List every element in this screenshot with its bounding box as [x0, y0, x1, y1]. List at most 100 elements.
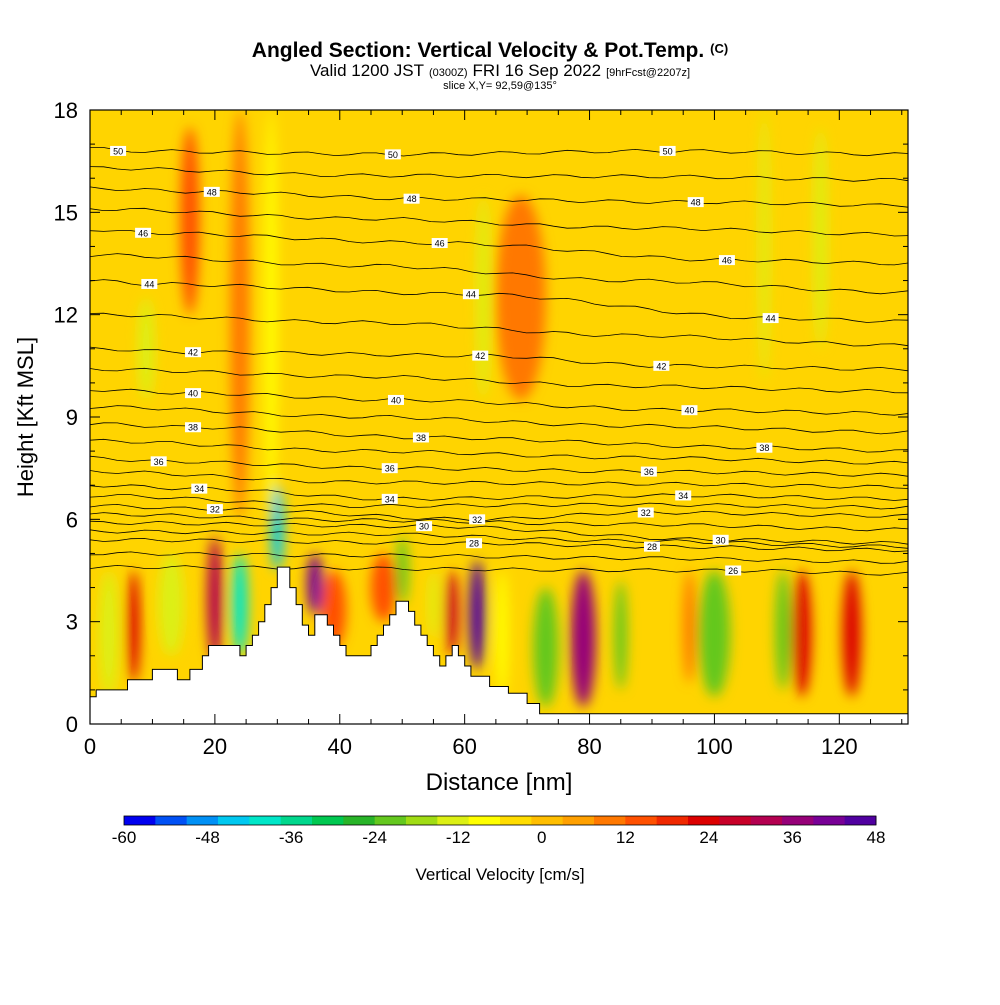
theta-label-bg — [681, 405, 698, 416]
theta-label-text: 32 — [210, 505, 220, 515]
theta-label-10: 44 — [462, 289, 479, 300]
theta-label-text: 42 — [656, 361, 666, 371]
velocity-column-10 — [306, 553, 323, 615]
theta-label-bg — [462, 289, 479, 300]
theta-contour-27 — [90, 551, 908, 564]
theta-label-bg — [466, 538, 483, 549]
colorbar-swatch-21 — [782, 816, 814, 825]
theta-label-24: 34 — [191, 483, 208, 494]
theta-label-14: 42 — [653, 360, 670, 371]
theta-label-32: 28 — [466, 538, 483, 549]
theta-label-text: 48 — [207, 187, 217, 197]
theta-label-bg — [206, 504, 223, 515]
y-axis-label: Height [Kft MSL] — [13, 337, 38, 497]
chart-subtitle: Valid 1200 JST (0300Z) FRI 16 Sep 2022 [9hr… — [310, 61, 690, 80]
velocity-field: 50 50 50 48 48 48 46 46 46 44 44 44 42 42 42 40 40 40 38 38… — [90, 110, 908, 724]
chart-title-mark: (C) — [710, 41, 728, 56]
theta-label-bg — [659, 145, 676, 156]
theta-label-16: 40 — [387, 394, 404, 405]
theta-contour-33 — [90, 494, 908, 510]
theta-contour-37 — [90, 438, 908, 465]
theta-label-27: 32 — [206, 504, 223, 515]
colorbar-tick-label: -12 — [446, 828, 471, 847]
velocity-columns — [99, 110, 862, 707]
theta-contour-26 — [90, 564, 908, 576]
theta-contour-36 — [90, 455, 908, 477]
colorbar-swatch-8 — [374, 816, 407, 825]
colorbar: -60 -48 -36 -24 -12 0 12 24 36 48 — [112, 815, 886, 847]
theta-label-text: 42 — [188, 348, 198, 358]
theta-label-23: 36 — [640, 466, 657, 477]
colorbar-swatch-4 — [249, 816, 282, 825]
theta-label-bg — [725, 565, 742, 576]
theta-label-text: 40 — [684, 406, 694, 416]
colorbar-swatch-10 — [437, 816, 470, 825]
theta-label-text: 26 — [728, 566, 738, 576]
velocity-column-1 — [127, 570, 140, 684]
theta-label-bg — [135, 227, 152, 238]
theta-label-text: 38 — [188, 423, 198, 433]
y-tick-label: 0 — [66, 712, 78, 737]
theta-label-text: 44 — [466, 290, 476, 300]
colorbar-swatch-0 — [124, 816, 156, 825]
colorbar-swatch-11 — [468, 816, 501, 825]
theta-label-6: 46 — [135, 227, 152, 238]
theta-contour-32 — [90, 503, 908, 522]
y-tick-label: 3 — [66, 610, 78, 635]
theta-label-text: 46 — [722, 256, 732, 266]
theta-contour-28 — [90, 538, 908, 553]
velocity-column-2 — [138, 297, 155, 400]
x-tick-label: 60 — [452, 734, 476, 759]
colorbar-tick-label: -24 — [362, 828, 387, 847]
theta-label-28: 32 — [469, 514, 486, 525]
theta-label-22: 36 — [381, 463, 398, 474]
colorbar-swatch-17 — [656, 816, 689, 825]
velocity-column-26 — [775, 570, 791, 690]
colorbar-tick-label: 0 — [537, 828, 546, 847]
theta-label-text: 50 — [663, 146, 673, 156]
theta-label-bg — [412, 432, 429, 443]
velocity-column-20 — [533, 587, 559, 707]
theta-label-3: 48 — [203, 186, 220, 197]
theta-label-bg — [203, 186, 220, 197]
theta-label-text: 34 — [678, 491, 688, 501]
colorbar-tick-label: 48 — [867, 828, 886, 847]
theta-label-bg — [643, 541, 660, 552]
velocity-column-18 — [495, 570, 509, 697]
theta-label-text: 30 — [716, 535, 726, 545]
theta-label-bg — [762, 313, 779, 324]
theta-label-bg — [675, 490, 692, 501]
theta-contour-39 — [90, 405, 908, 435]
theta-label-30: 30 — [416, 521, 433, 532]
x-tick-label: 100 — [696, 734, 733, 759]
theta-label-bg — [381, 493, 398, 504]
theta-contour-43 — [90, 312, 908, 347]
colorbar-swatch-3 — [218, 816, 250, 825]
theta-label-15: 40 — [185, 388, 202, 399]
colorbar-swatch-23 — [844, 816, 877, 825]
theta-label-5: 48 — [687, 197, 704, 208]
colorbar-tick-label: -36 — [279, 828, 304, 847]
velocity-column-6 — [232, 553, 248, 656]
colorbar-swatch-7 — [343, 816, 376, 825]
theta-label-text: 40 — [391, 395, 401, 405]
colorbar-swatch-15 — [594, 816, 626, 825]
velocity-column-13 — [395, 536, 409, 605]
theta-label-text: 38 — [759, 443, 769, 453]
chart-title-text: Angled Section: Vertical Velocity & Pot.… — [252, 39, 704, 62]
velocity-column-0 — [99, 570, 119, 697]
theta-label-text: 32 — [472, 515, 482, 525]
velocity-column-5 — [207, 536, 223, 663]
theta-contour-41 — [90, 367, 908, 394]
y-tick-label: 18 — [54, 98, 78, 123]
x-tick-label: 20 — [203, 734, 227, 759]
colorbar-tick-label: 36 — [783, 828, 802, 847]
theta-contour-35 — [90, 470, 908, 489]
colorbar-swatch-18 — [688, 816, 720, 825]
theta-label-text: 40 — [188, 389, 198, 399]
theta-contour-47 — [90, 207, 908, 237]
subtitle-forecast: [9hrFcst@2207z] — [606, 67, 690, 79]
theta-label-13: 42 — [472, 350, 489, 361]
